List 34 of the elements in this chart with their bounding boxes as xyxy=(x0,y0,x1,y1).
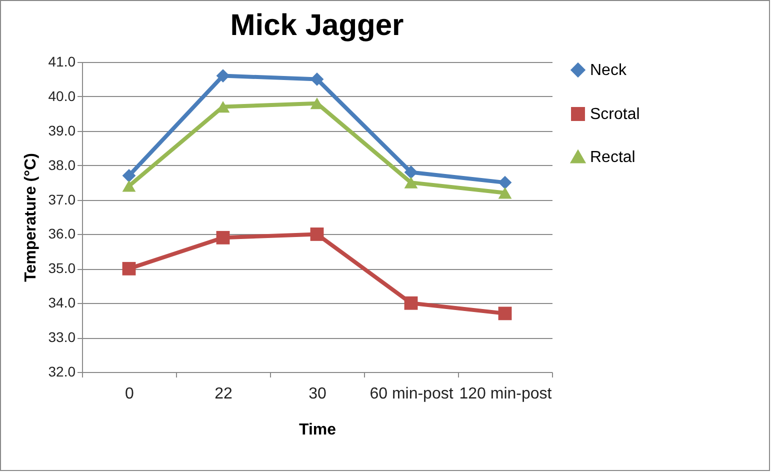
x-tick-label: 22 xyxy=(214,386,232,402)
x-tick-label: 60 min-post xyxy=(370,386,454,402)
y-tick-label: 40.0 xyxy=(48,88,76,104)
point xyxy=(404,176,418,188)
x-tick-label: 120 min-post xyxy=(459,386,552,402)
point xyxy=(498,306,512,320)
point xyxy=(404,296,418,310)
x-tick-label: 0 xyxy=(125,386,134,402)
point xyxy=(498,176,512,190)
legend-label: Scrotal xyxy=(590,106,640,123)
legend-label: Neck xyxy=(590,62,628,79)
x-tick-label: 30 xyxy=(308,386,326,402)
x-axis-title: Time xyxy=(298,422,336,438)
y-tick-label: 41.0 xyxy=(48,54,76,70)
y-tick-label: 34.0 xyxy=(48,294,76,311)
y-axis-title: Temperature (°C) xyxy=(22,153,40,282)
y-tick-label: 32.0 xyxy=(48,364,76,380)
point xyxy=(216,230,230,244)
point xyxy=(122,168,136,182)
y-tick-label: 35.0 xyxy=(48,260,76,276)
point xyxy=(310,228,324,241)
chart-title: Mick Jagger xyxy=(230,9,404,42)
point xyxy=(122,262,136,276)
y-tick-label: 38.0 xyxy=(48,156,76,173)
y-tick-label: 39.0 xyxy=(48,122,76,138)
point xyxy=(122,180,136,192)
y-tick-label: 36.0 xyxy=(48,226,76,242)
point xyxy=(404,166,418,179)
y-tick-label: 33.0 xyxy=(48,329,76,346)
point xyxy=(310,72,324,86)
point xyxy=(216,69,230,82)
point xyxy=(498,187,512,199)
y-tick-label: 37.0 xyxy=(48,191,76,208)
legend-label: Rectal xyxy=(590,149,636,166)
